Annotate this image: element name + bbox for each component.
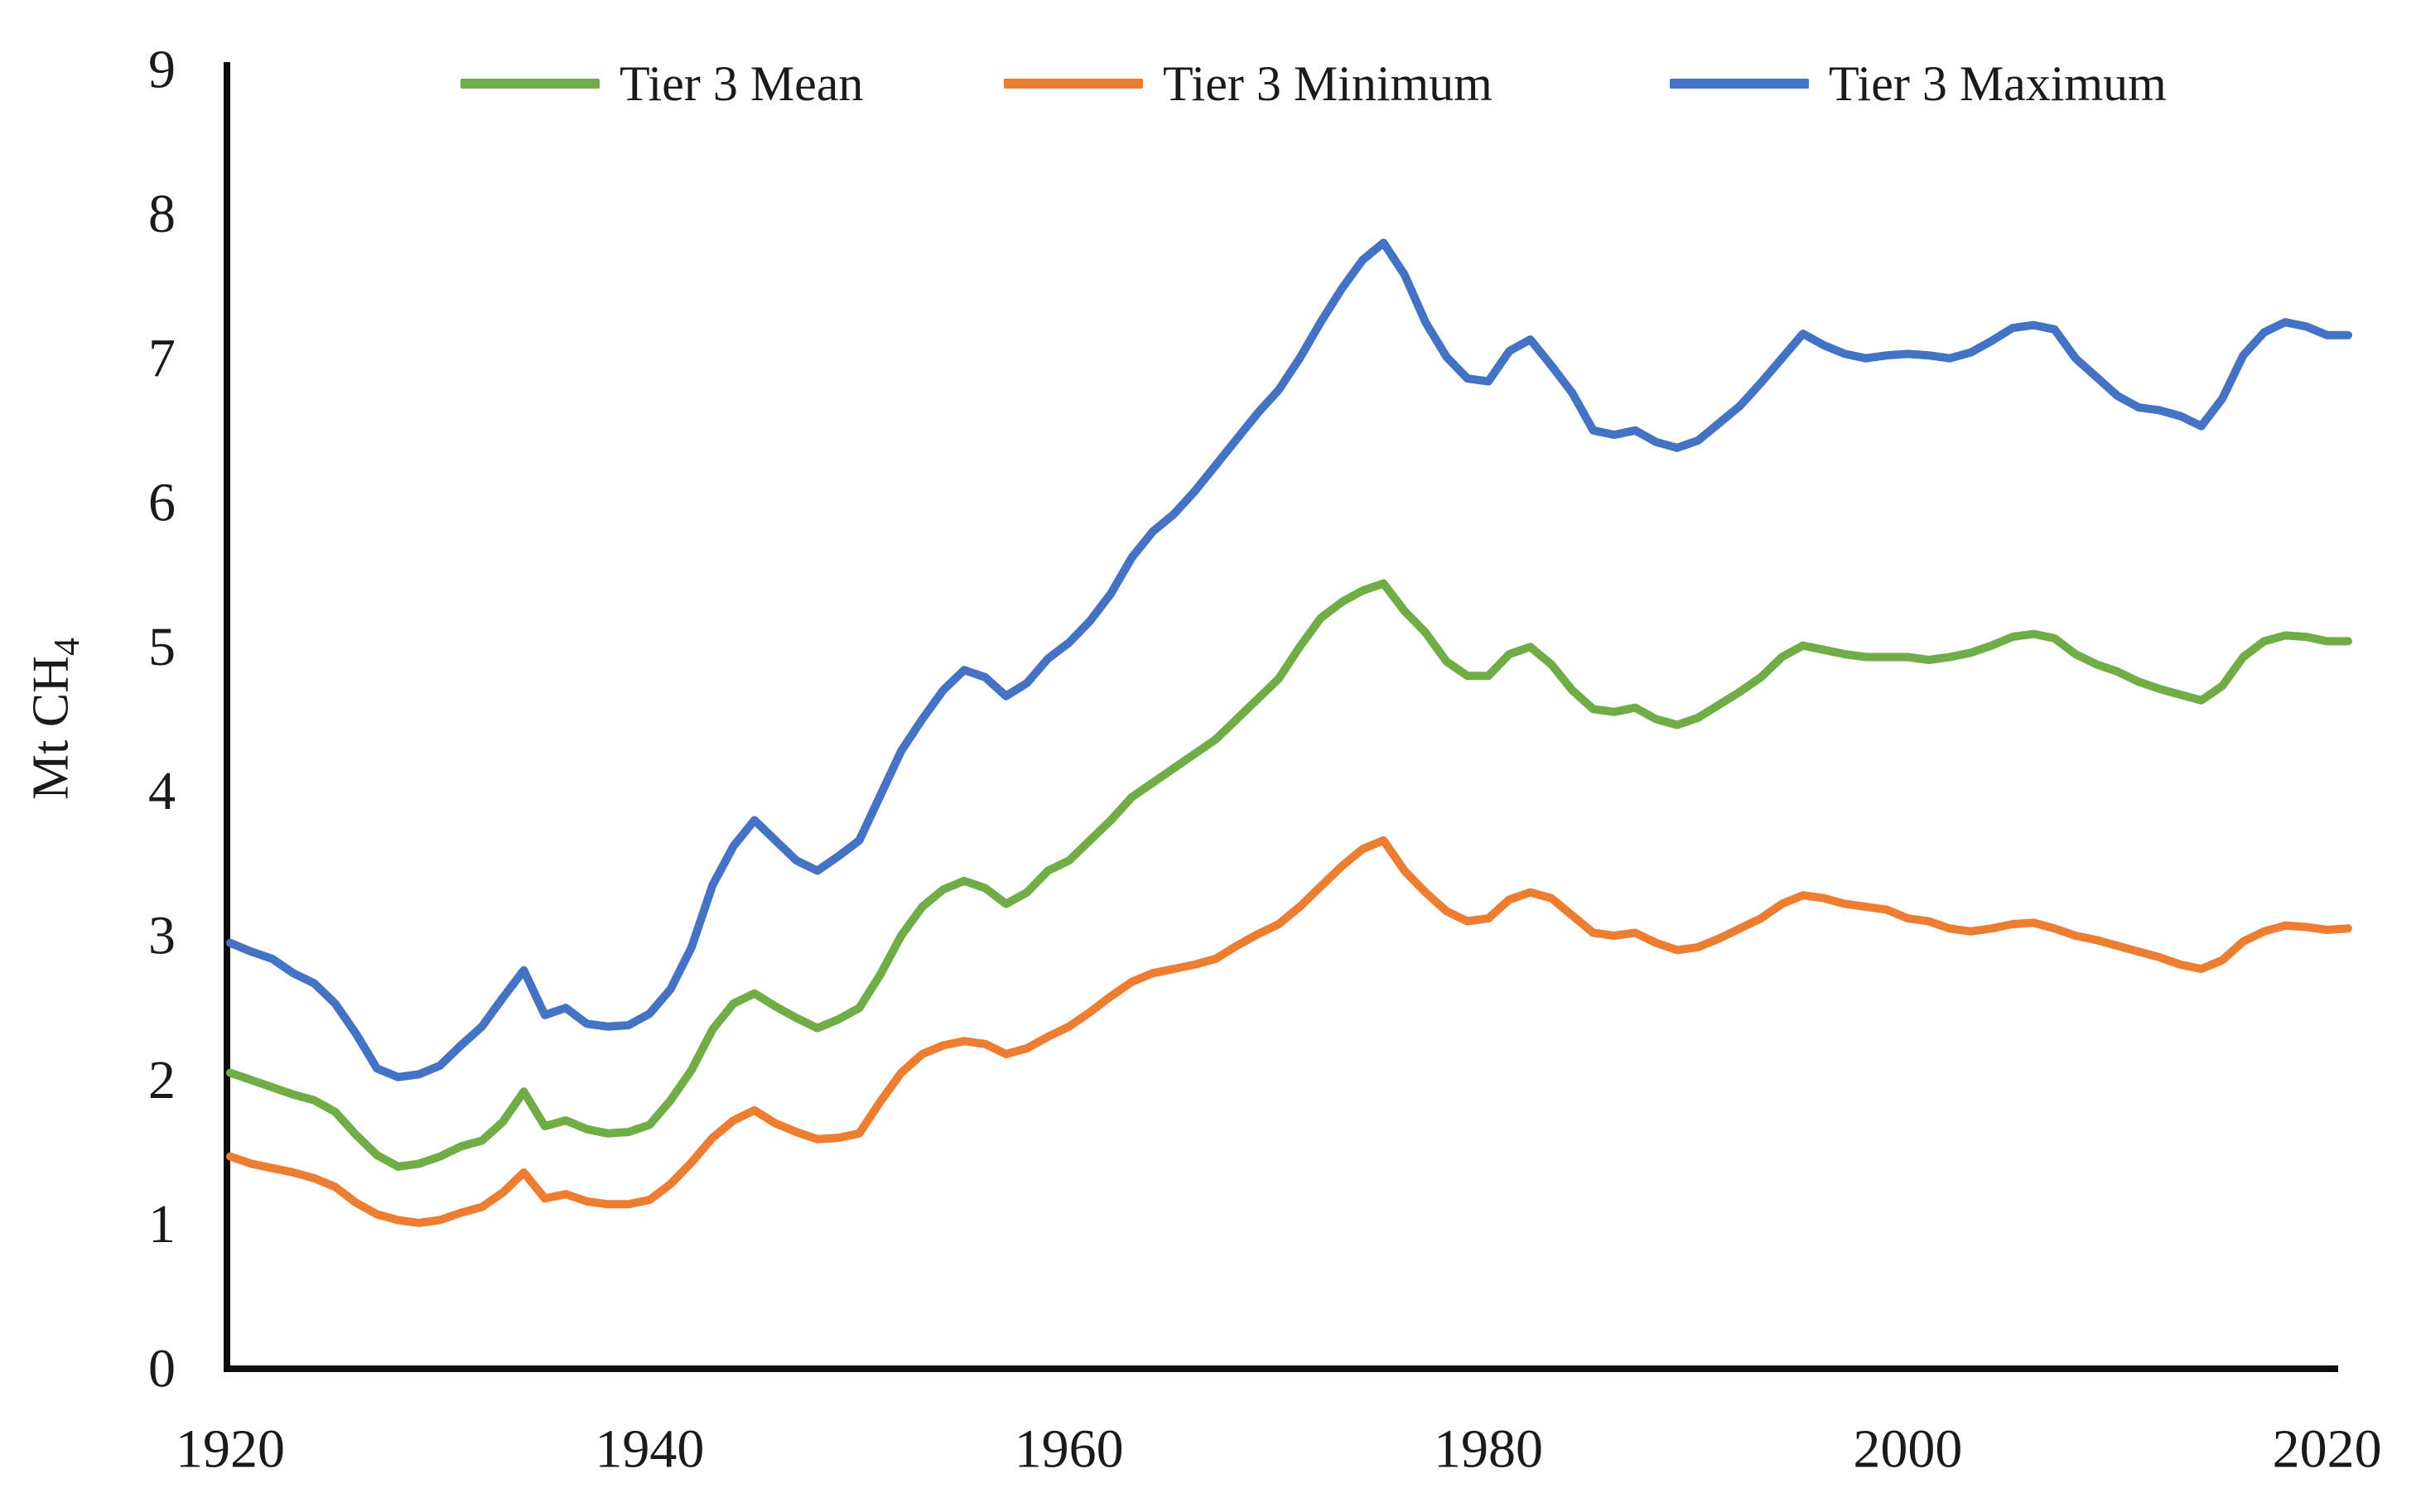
legend-line-mean-icon: [461, 79, 600, 89]
series-line-tier-3-minimum: [226, 835, 2352, 1227]
legend-line-maximum-icon: [1670, 79, 1809, 89]
y-axis-tick-label: 5: [148, 617, 176, 677]
y-axis-tick-label: 8: [148, 184, 176, 244]
x-axis-tick-label: 1940: [595, 1419, 704, 1480]
legend-label-tier-3-minimum: Tier 3 Minimum: [1163, 55, 1493, 111]
legend-item-tier-3-maximum: Tier 3 Maximum: [1670, 55, 2167, 113]
y-axis-tick-label: 3: [148, 906, 176, 966]
y-axis-tick-label: 6: [148, 473, 176, 533]
series-line-tier-3-mean: [226, 579, 2352, 1171]
legend-label-tier-3-maximum: Tier 3 Maximum: [1829, 55, 2167, 111]
y-axis-tick-label: 0: [148, 1339, 176, 1399]
x-axis-tick-label: 2000: [1853, 1419, 1962, 1480]
x-axis-line: [224, 1365, 2338, 1372]
legend-label-tier-3-mean: Tier 3 Mean: [620, 55, 864, 111]
x-axis-tick-label: 2020: [2273, 1419, 2382, 1480]
y-axis-line: [224, 62, 230, 1372]
legend-item-tier-3-minimum: Tier 3 Minimum: [1004, 55, 1493, 113]
series-line-tier-3-maximum: [226, 238, 2352, 1081]
y-axis-tick-label: 4: [148, 761, 176, 821]
y-axis-tick-label: 1: [148, 1194, 176, 1254]
legend-item-tier-3-mean: Tier 3 Mean: [461, 55, 863, 113]
y-axis-tick-label: 2: [148, 1050, 176, 1110]
y-axis-tick-label: 9: [148, 40, 176, 100]
x-axis-tick-label: 1960: [1015, 1419, 1124, 1480]
legend-line-minimum-icon: [1004, 79, 1143, 89]
x-axis-tick-label: 1980: [1434, 1419, 1543, 1480]
y-axis-tick-label: 7: [148, 328, 176, 388]
x-axis-tick-label: 1920: [176, 1419, 285, 1480]
